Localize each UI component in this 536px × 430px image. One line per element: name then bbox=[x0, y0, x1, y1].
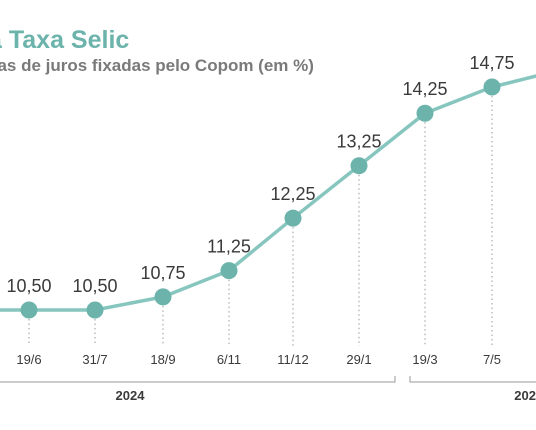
data-label: 10,50 bbox=[72, 276, 117, 296]
data-label: 10,50 bbox=[6, 276, 51, 296]
x-tick-label: 29/1 bbox=[346, 352, 371, 367]
chart-subtitle: xas de juros fixadas pelo Copom (em %) bbox=[0, 56, 314, 75]
data-point bbox=[20, 301, 38, 319]
x-tick-label: 6/11 bbox=[217, 352, 241, 367]
data-label: 12,25 bbox=[270, 184, 315, 204]
data-label: 10,75 bbox=[140, 263, 185, 283]
data-point bbox=[284, 209, 302, 227]
data-label: 11,25 bbox=[207, 237, 251, 257]
data-point bbox=[483, 78, 501, 96]
x-tick-label: 19/3 bbox=[412, 352, 437, 367]
data-label: 14,25 bbox=[402, 79, 447, 99]
data-label: 13,25 bbox=[336, 132, 381, 152]
x-tick-label: 7/5 bbox=[483, 352, 501, 367]
data-point bbox=[220, 262, 238, 280]
data-point bbox=[86, 301, 104, 319]
year-bracket-next bbox=[409, 376, 536, 383]
x-tick-label: 19/6 bbox=[16, 352, 41, 367]
data-point bbox=[154, 288, 172, 306]
year-label: 202 bbox=[514, 388, 536, 403]
year-bracket-2024 bbox=[0, 376, 396, 383]
x-tick-label: 31/7 bbox=[82, 352, 107, 367]
data-point bbox=[350, 157, 368, 175]
data-point bbox=[416, 104, 434, 122]
chart-title: a Taxa Selic bbox=[0, 26, 130, 54]
year-label: 2024 bbox=[116, 388, 146, 403]
data-label: 14,75 bbox=[469, 53, 514, 73]
x-tick-label: 18/9 bbox=[150, 352, 175, 367]
x-tick-label: 11/12 bbox=[277, 352, 309, 367]
